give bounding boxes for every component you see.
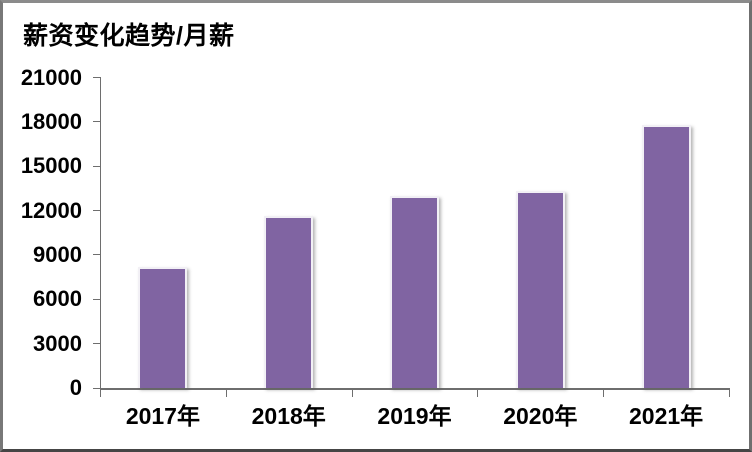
x-axis-category-label: 2018年 <box>251 403 326 429</box>
x-axis-category-label: 2021年 <box>629 403 704 429</box>
x-axis-category-label: 2020年 <box>503 403 578 429</box>
x-axis-category-label: 2019年 <box>377 403 452 429</box>
x-axis-tick <box>729 388 730 397</box>
x-axis-category-label: 2017年 <box>125 403 200 429</box>
y-axis-tick <box>93 254 100 256</box>
y-axis-tick <box>93 77 100 78</box>
y-axis-tick <box>93 210 100 212</box>
y-axis-tick-label: 0 <box>69 375 82 400</box>
x-axis-tick <box>225 388 227 397</box>
x-axis-tick <box>603 388 605 397</box>
x-axis-tick <box>351 388 353 397</box>
chart-title: 薪资变化趋势/月薪 <box>23 22 235 50</box>
x-axis-tick <box>100 388 101 397</box>
y-axis-tick-label: 12000 <box>20 197 82 223</box>
bar-2021年 <box>641 124 691 388</box>
bar-2017年 <box>138 266 188 388</box>
y-axis-tick <box>93 387 100 389</box>
y-axis-tick-label: 15000 <box>20 153 82 179</box>
y-axis-tick <box>93 165 100 167</box>
y-axis-line <box>100 77 101 389</box>
x-axis-line <box>100 388 729 390</box>
bar-2020年 <box>515 191 565 388</box>
y-axis-tick <box>93 298 100 300</box>
y-axis-tick-label: 3000 <box>33 330 82 356</box>
y-axis-tick <box>93 121 100 123</box>
y-axis-tick-label: 18000 <box>20 108 82 134</box>
y-axis-tick-label: 6000 <box>33 286 82 312</box>
bar-2019年 <box>390 195 439 388</box>
y-axis-tick <box>93 343 100 345</box>
bar-2018年 <box>264 216 314 388</box>
x-axis-tick <box>477 388 479 397</box>
y-axis-tick-label: 9000 <box>33 241 82 267</box>
y-axis-tick-label: 21000 <box>20 64 82 90</box>
